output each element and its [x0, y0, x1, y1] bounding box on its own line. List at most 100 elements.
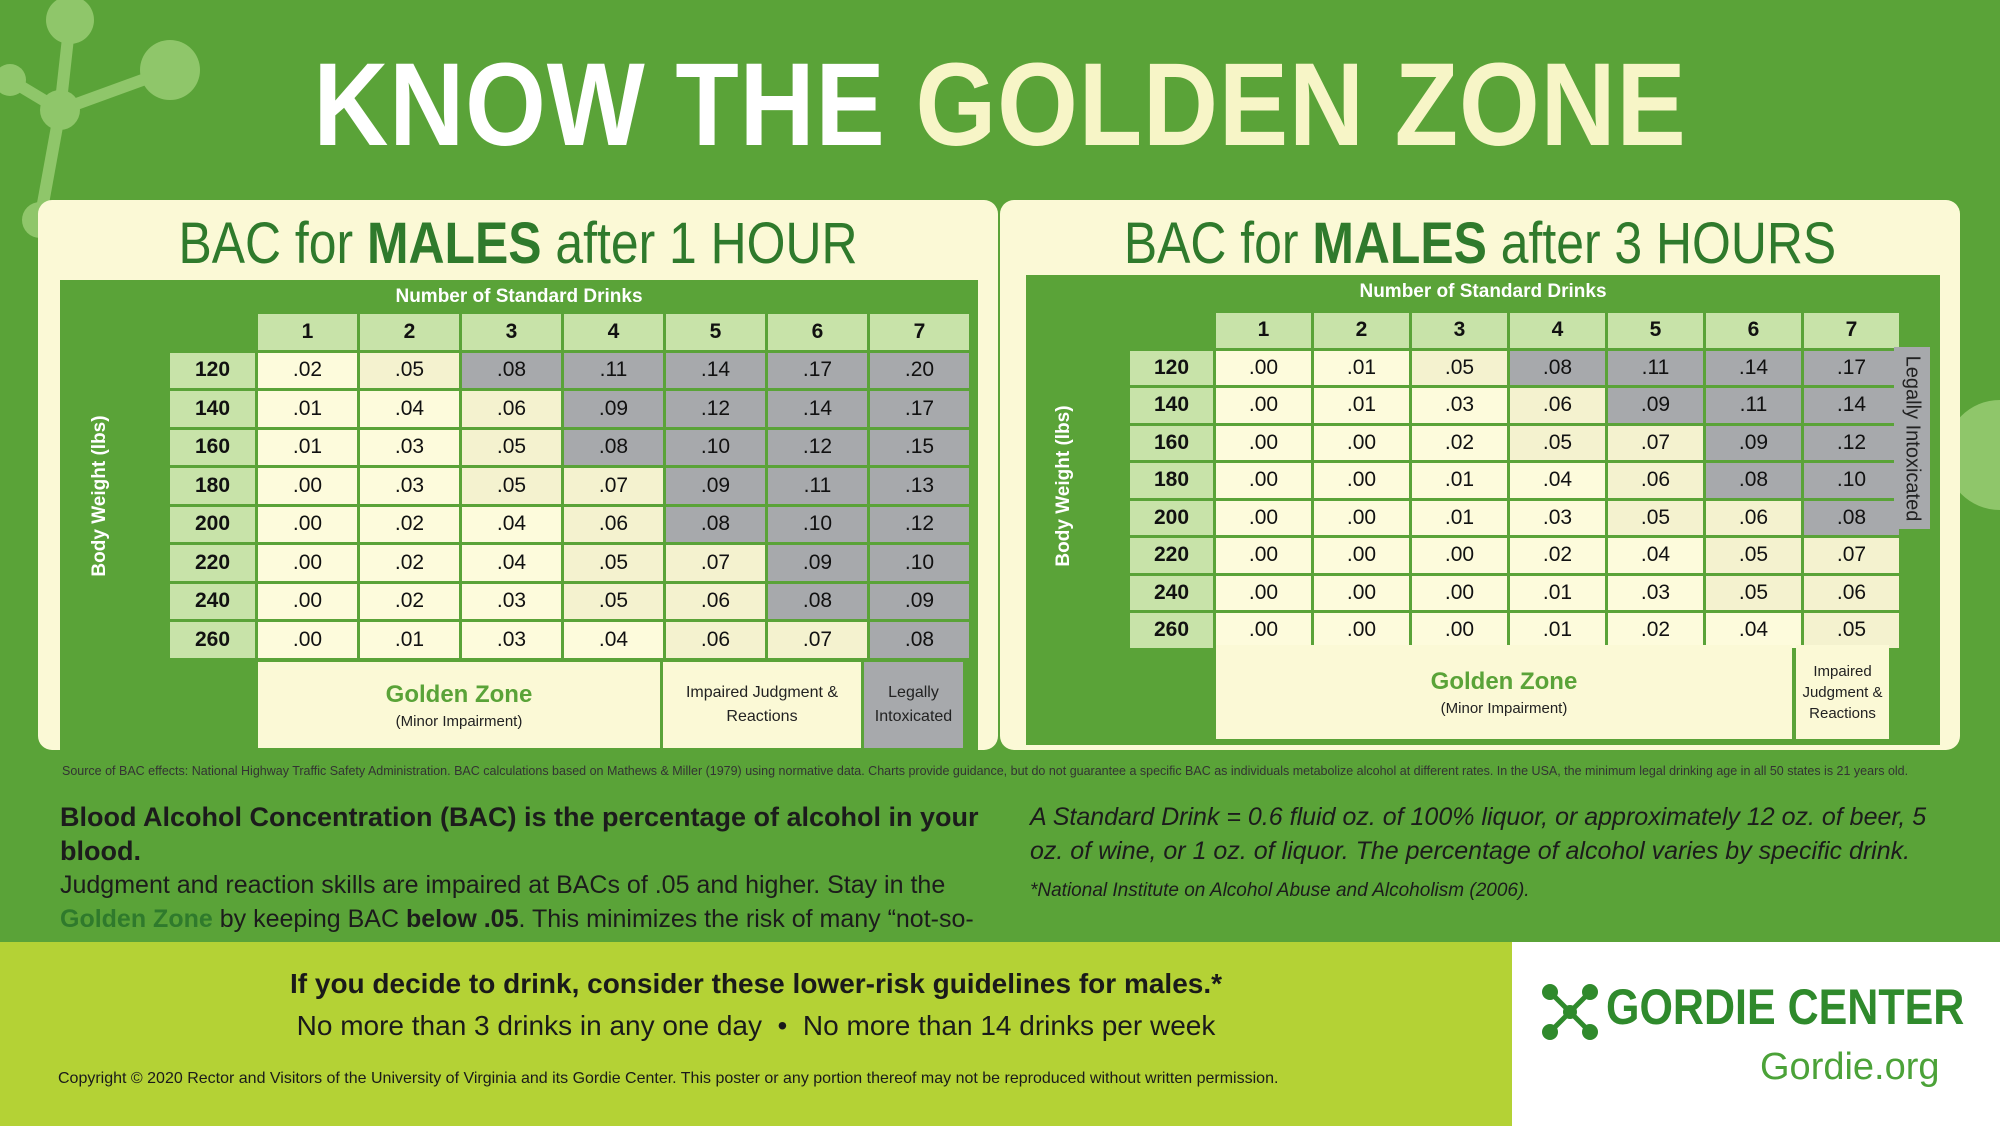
bac-cell: .00	[1314, 538, 1409, 573]
drinks-header-5: 5	[666, 314, 765, 350]
drinks-caption: Number of Standard Drinks	[395, 286, 643, 307]
panel-1-hour: BAC for MALES after 1 HOUR Number of Sta…	[38, 200, 998, 750]
table-3-hours-frame: Number of Standard Drinks Body Weight (l…	[1026, 275, 1940, 745]
bac-cell: .08	[564, 429, 663, 465]
title-part-1: KNOW THE	[313, 39, 916, 171]
bac-cell: .11	[564, 352, 663, 388]
drinks-header-4: 4	[564, 314, 663, 350]
bac-cell: .07	[564, 468, 663, 504]
weight-label-140: 140	[1130, 388, 1213, 423]
bac-cell: .13	[870, 468, 969, 504]
weight-label-240: 240	[1130, 575, 1213, 610]
bac-cell: .02	[1510, 538, 1605, 573]
panel-3-hours-title: BAC for MALES after 3 HOURS	[1123, 211, 1837, 276]
corner-cell	[170, 314, 255, 350]
bac-cell: .05	[1608, 500, 1703, 535]
bac-cell: .03	[1412, 388, 1507, 423]
weight-caption: Body Weight (lbs)	[89, 415, 110, 577]
weight-caption: Body Weight (lbs)	[1053, 405, 1074, 567]
bac-cell: .07	[666, 545, 765, 581]
drinks-header-7: 7	[1804, 313, 1899, 348]
bac-cell: .00	[258, 468, 357, 504]
drinks-caption: Number of Standard Drinks	[1359, 281, 1607, 302]
bac-cell: .07	[1804, 538, 1899, 573]
guidelines-heading: If you decide to drink, consider these l…	[289, 968, 1223, 999]
bac-cell: .12	[768, 429, 867, 465]
drinks-header-6: 6	[768, 314, 867, 350]
bac-cell: .11	[768, 468, 867, 504]
bac-cell: .04	[462, 506, 561, 542]
table-1-hour-frame: Number of Standard Drinks Body Weight (l…	[60, 280, 978, 750]
molecule-decoration-icon	[0, 0, 200, 238]
bac-cell: .01	[1314, 350, 1409, 385]
bac-cell: .00	[1216, 500, 1311, 535]
bac-cell: .02	[1608, 613, 1703, 648]
bac-cell: .00	[1314, 500, 1409, 535]
bac-cell: .17	[1804, 350, 1899, 385]
bac-cell: .02	[360, 545, 459, 581]
bac-cell: .05	[564, 545, 663, 581]
corner-cell	[1130, 313, 1213, 348]
bac-cell: .05	[1706, 538, 1801, 573]
bac-cell: .15	[870, 429, 969, 465]
bac-cell: .00	[1216, 575, 1311, 610]
bac-cell: .00	[1216, 425, 1311, 460]
drinks-header-6: 6	[1706, 313, 1801, 348]
bac-cell: .06	[1804, 575, 1899, 610]
bac-table-3-hours: 1 2 3 4 5 6 7 120.00.01.05.08.11.14.17 140.00.01…	[1130, 313, 1899, 648]
bac-cell: .10	[1804, 463, 1899, 498]
bac-cell: .01	[258, 391, 357, 427]
guidelines-bar	[0, 942, 1512, 1126]
bac-cell: .07	[768, 622, 867, 658]
bac-cell: .06	[1706, 500, 1801, 535]
bac-cell: .20	[870, 352, 969, 388]
bac-cell: .09	[666, 468, 765, 504]
standard-drink-definition: A Standard Drink = 0.6 fluid oz. of 100%…	[1030, 803, 1927, 865]
title-part-2: GOLDEN ZONE	[915, 39, 1687, 171]
bac-cell: .02	[1412, 425, 1507, 460]
bac-cell: .08	[870, 622, 969, 658]
bac-cell: .04	[1608, 538, 1703, 573]
bac-cell: .01	[258, 429, 357, 465]
weight-label-260: 260	[170, 622, 255, 658]
impaired-legend: Impaired Judgment & Reactions	[663, 662, 861, 748]
weight-label-200: 200	[1130, 500, 1213, 535]
bac-cell: .06	[1510, 388, 1605, 423]
bac-cell: .03	[1608, 575, 1703, 610]
logo-url: Gordie.org	[1760, 1046, 1940, 1088]
bac-cell: .06	[666, 583, 765, 619]
drinks-header-7: 7	[870, 314, 969, 350]
bac-cell: .00	[1216, 388, 1311, 423]
bac-cell: .10	[768, 506, 867, 542]
bac-cell: .09	[1608, 388, 1703, 423]
bac-cell: .05	[1510, 425, 1605, 460]
bac-cell: .11	[1608, 350, 1703, 385]
weight-label-180: 180	[170, 468, 255, 504]
bac-cell: .07	[1608, 425, 1703, 460]
bac-cell: .00	[1314, 575, 1409, 610]
bac-cell: .03	[1510, 500, 1605, 535]
legal-legend-vertical: Legally Intoxicated	[1894, 347, 1930, 529]
drinks-header-1: 1	[258, 314, 357, 350]
bac-cell: .00	[1314, 425, 1409, 460]
bac-cell: .01	[1412, 500, 1507, 535]
bac-cell: .06	[462, 391, 561, 427]
drinks-header-3: 3	[1412, 313, 1507, 348]
bac-cell: .08	[666, 506, 765, 542]
bac-cell: .01	[1412, 463, 1507, 498]
copyright: Copyright © 2020 Rector and Visitors of …	[58, 1070, 1279, 1087]
bac-cell: .03	[462, 622, 561, 658]
bac-cell: .09	[870, 583, 969, 619]
weight-label-120: 120	[1130, 350, 1213, 385]
bac-cell: .14	[1706, 350, 1801, 385]
bac-cell: .10	[666, 429, 765, 465]
weight-label-120: 120	[170, 352, 255, 388]
bac-cell: .00	[1216, 463, 1311, 498]
bac-cell: .14	[1804, 388, 1899, 423]
drinks-header-5: 5	[1608, 313, 1703, 348]
bac-cell: .03	[360, 429, 459, 465]
drinks-header-2: 2	[1314, 313, 1409, 348]
drinks-header-3: 3	[462, 314, 561, 350]
panel-3-hours: BAC for MALES after 3 HOURS Number of St…	[1000, 200, 1960, 750]
bac-cell: .09	[564, 391, 663, 427]
